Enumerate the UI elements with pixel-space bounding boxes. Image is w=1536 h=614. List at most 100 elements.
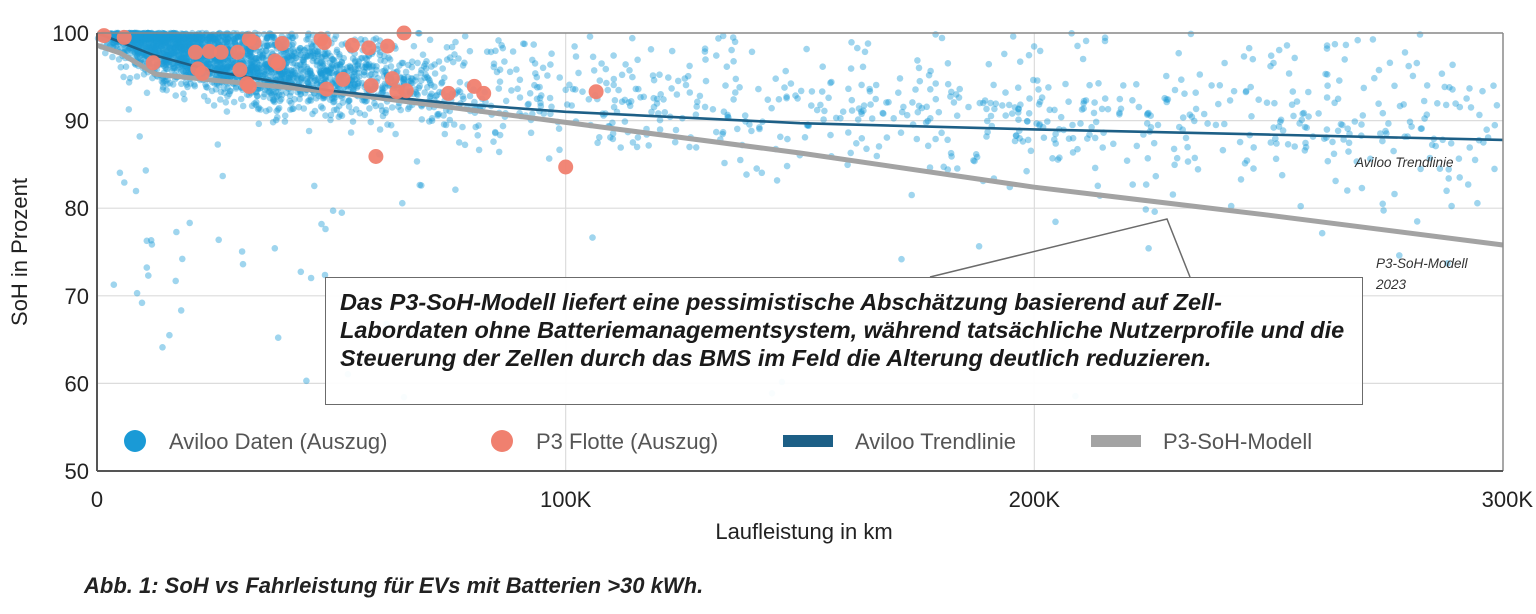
aviloo-data-point [317,59,324,67]
aviloo-data-point [128,47,135,54]
aviloo-data-point [160,62,167,69]
aviloo-data-point [618,98,626,105]
aviloo-data-point [251,68,258,75]
aviloo-data-point [1116,95,1124,103]
aviloo-data-point [132,33,139,41]
aviloo-data-point [151,47,159,54]
aviloo-data-point [202,39,209,46]
aviloo-data-point [306,67,314,74]
aviloo-data-point [1051,106,1058,114]
aviloo-data-point [821,107,828,115]
aviloo-data-point [1479,87,1486,95]
aviloo-data-point [1245,44,1253,52]
aviloo-data-point [1250,165,1257,172]
aviloo-data-point [307,97,315,104]
aviloo-data-point [171,38,178,46]
aviloo-data-point [158,42,165,50]
aviloo-data-point [182,79,190,86]
aviloo-data-point [132,32,139,39]
aviloo-data-point [263,34,271,42]
aviloo-data-point [180,50,188,58]
aviloo-data-point [191,35,198,42]
aviloo-data-point [1005,101,1013,109]
aviloo-data-point [151,45,159,52]
aviloo-data-point [182,43,190,50]
aviloo-data-point [155,48,163,55]
aviloo-data-point [115,56,123,63]
aviloo-data-point [308,71,315,78]
aviloo-data-point [404,105,412,113]
aviloo-data-point [171,44,179,52]
aviloo-data-point [135,32,143,40]
aviloo-data-point [1045,84,1052,91]
aviloo-data-point [168,67,176,75]
aviloo-data-point [1305,113,1312,120]
aviloo-data-point [243,48,251,55]
aviloo-data-point [352,106,360,113]
aviloo-data-point [1171,86,1179,94]
aviloo-data-point [248,64,256,71]
aviloo-data-point [656,71,663,78]
aviloo-data-point [352,58,359,66]
aviloo-data-point [1175,49,1182,57]
aviloo-data-point [271,98,278,106]
aviloo-data-point [1441,83,1448,91]
aviloo-data-point [147,41,155,49]
aviloo-data-point [166,50,173,58]
aviloo-data-point [173,228,180,236]
aviloo-data-point [322,65,330,72]
aviloo-data-point [169,64,177,72]
aviloo-data-point [171,64,178,71]
aviloo-data-point [1300,109,1308,117]
aviloo-data-point [1033,120,1040,127]
aviloo-data-point [908,191,915,199]
aviloo-data-point [303,53,311,61]
aviloo-data-point [354,60,362,68]
aviloo-data-point [206,36,214,43]
aviloo-data-point [350,83,358,90]
aviloo-data-point [211,33,219,40]
aviloo-data-point [1163,72,1170,80]
aviloo-data-point [379,88,386,96]
aviloo-data-point [661,109,669,116]
aviloo-data-point [297,67,305,74]
aviloo-data-point [199,33,207,41]
aviloo-data-point [1086,81,1093,89]
aviloo-data-point [313,80,321,87]
aviloo-data-point [1216,82,1224,89]
aviloo-data-point [1015,105,1022,112]
aviloo-data-point [896,75,904,82]
aviloo-data-point [217,36,224,44]
aviloo-data-point [131,49,139,56]
aviloo-data-point [330,106,338,114]
aviloo-data-point [916,77,924,85]
aviloo-data-point [531,60,539,67]
aviloo-data-point [459,93,467,100]
aviloo-data-point [897,129,905,136]
aviloo-data-point [499,44,507,52]
aviloo-data-point [909,99,916,106]
aviloo-data-point [682,81,690,89]
aviloo-data-point [143,33,151,40]
aviloo-data-point [181,54,189,62]
aviloo-data-point [396,62,403,69]
aviloo-data-point [954,165,961,172]
aviloo-data-point [1062,80,1069,88]
aviloo-data-point [211,57,219,65]
aviloo-data-point [426,79,434,87]
aviloo-data-point [351,81,358,88]
aviloo-data-point [266,88,274,95]
aviloo-data-point [1242,87,1250,95]
aviloo-data-point [650,103,658,111]
aviloo-data-point [363,64,371,72]
aviloo-data-point [142,44,150,51]
aviloo-data-point [1464,181,1472,188]
aviloo-data-point [268,91,275,98]
aviloo-data-point [159,86,167,93]
aviloo-data-point [166,34,173,41]
aviloo-data-point [1074,145,1081,153]
aviloo-data-point [379,89,387,96]
aviloo-data-point [143,45,151,52]
aviloo-data-point [164,80,171,88]
aviloo-data-point [347,64,355,71]
